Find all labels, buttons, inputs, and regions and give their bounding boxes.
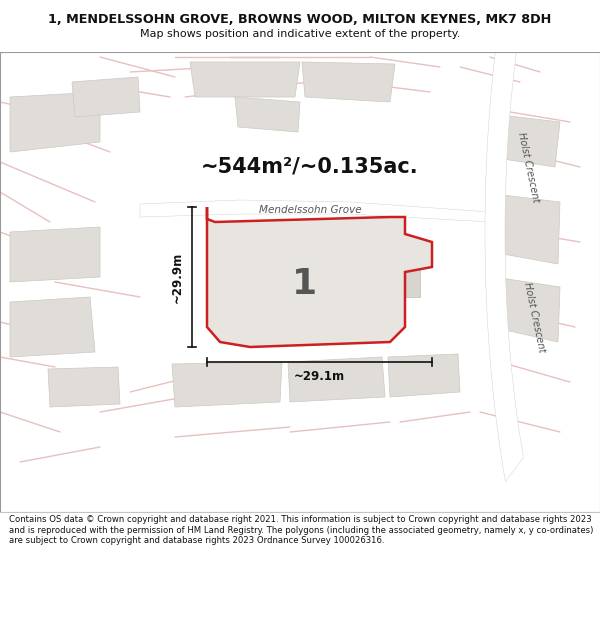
Polygon shape <box>10 227 100 282</box>
Text: ~544m²/~0.135ac.: ~544m²/~0.135ac. <box>201 157 419 177</box>
Polygon shape <box>10 92 100 152</box>
Polygon shape <box>492 194 560 264</box>
Text: Map shows position and indicative extent of the property.: Map shows position and indicative extent… <box>140 29 460 39</box>
Polygon shape <box>235 97 300 132</box>
Polygon shape <box>246 227 334 337</box>
Text: 1: 1 <box>292 267 317 301</box>
Polygon shape <box>172 362 282 407</box>
Polygon shape <box>207 207 432 347</box>
Polygon shape <box>492 277 560 342</box>
Polygon shape <box>485 0 532 482</box>
Text: Mendelssohn Grove: Mendelssohn Grove <box>259 205 361 215</box>
Text: ~29.9m: ~29.9m <box>171 251 184 302</box>
Text: Holst Crescent: Holst Crescent <box>515 131 541 203</box>
Polygon shape <box>190 62 300 97</box>
Polygon shape <box>302 62 395 102</box>
Polygon shape <box>140 200 490 222</box>
Polygon shape <box>288 357 385 402</box>
Polygon shape <box>10 297 95 357</box>
Text: 1, MENDELSSOHN GROVE, BROWNS WOOD, MILTON KEYNES, MK7 8DH: 1, MENDELSSOHN GROVE, BROWNS WOOD, MILTO… <box>49 13 551 26</box>
Text: ~29.1m: ~29.1m <box>294 370 345 383</box>
Polygon shape <box>388 354 460 397</box>
Polygon shape <box>72 77 140 117</box>
Text: Holst Crescent: Holst Crescent <box>521 281 547 353</box>
Polygon shape <box>48 367 120 407</box>
Polygon shape <box>490 114 560 167</box>
Text: Contains OS data © Crown copyright and database right 2021. This information is : Contains OS data © Crown copyright and d… <box>9 516 593 545</box>
Polygon shape <box>390 262 420 297</box>
